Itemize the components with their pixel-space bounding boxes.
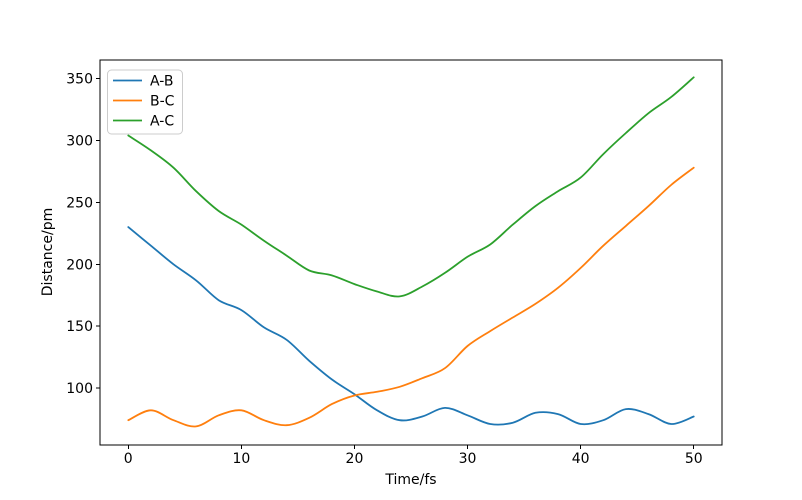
series-line-a-b (127, 226, 695, 426)
x-tick-label: 10 (232, 451, 250, 467)
axes-layer: 0 10 20 30 40 50 100 150 200 250 300 350 (66, 59, 723, 467)
y-tick-label: 200 (66, 257, 93, 273)
y-tick-label: 150 (66, 319, 93, 335)
series-line-a-c (127, 76, 695, 298)
x-tick-label: 30 (459, 451, 477, 467)
y-axis-label: Distance/pm (40, 208, 56, 296)
y-tick-label: 250 (66, 195, 93, 211)
x-axis-label: Time/fs (384, 472, 436, 488)
y-tick-label: 350 (66, 72, 93, 88)
plot-border (99, 59, 723, 446)
x-tick-label: 0 (124, 451, 133, 467)
x-tick-label: 20 (346, 451, 364, 467)
series-layer (127, 76, 695, 428)
y-tick-label: 300 (66, 133, 93, 149)
legend-label-a-c: A-C (150, 114, 174, 130)
legend: A-B B-C A-C (107, 69, 183, 135)
x-tick-label: 50 (685, 451, 703, 467)
legend-box (107, 69, 183, 135)
y-tick-label: 100 (66, 381, 93, 397)
x-tick-label: 40 (572, 451, 590, 467)
legend-label-b-c: B-C (150, 94, 175, 110)
legend-label-a-b: A-B (150, 74, 173, 90)
series-line-b-c (127, 166, 695, 428)
